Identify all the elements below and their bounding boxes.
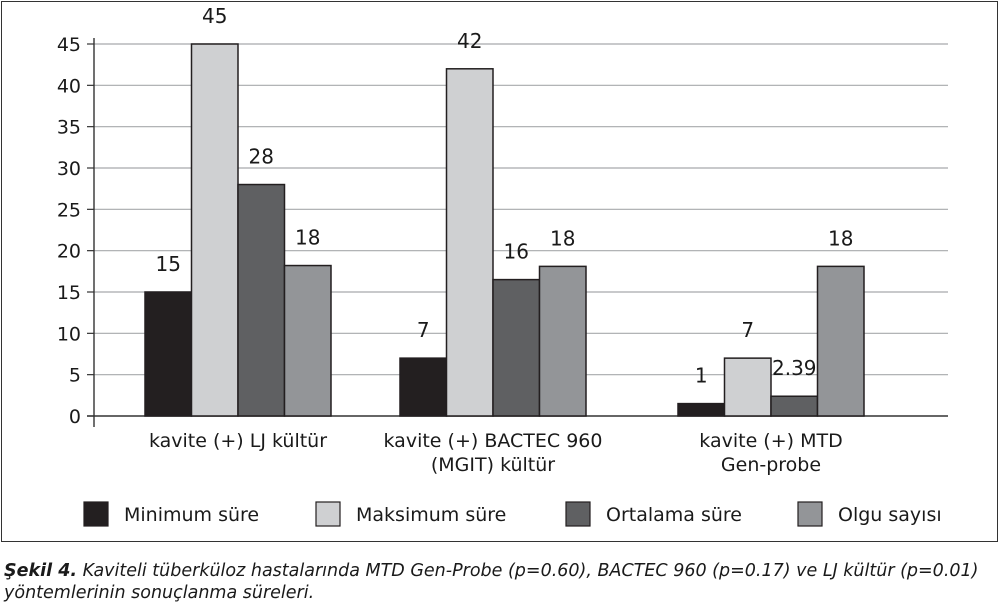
data-label: 16 xyxy=(504,240,529,264)
legend-swatch xyxy=(315,501,341,527)
bar xyxy=(190,43,239,417)
bar xyxy=(237,183,286,417)
bar xyxy=(445,68,494,417)
data-label: 2.39 xyxy=(772,356,817,380)
y-tick-label: 45 xyxy=(57,34,81,56)
legend-swatch xyxy=(83,501,109,527)
category-label: kavite (+) BACTEC 960 xyxy=(384,430,603,452)
data-label: 18 xyxy=(828,226,853,250)
category-label: kavite (+) LJ kültür xyxy=(149,430,327,452)
bar xyxy=(399,357,448,417)
y-tick-label: 30 xyxy=(57,158,81,180)
y-tick-label: 5 xyxy=(69,365,81,387)
category-label: (MGIT) kültür xyxy=(431,454,555,476)
bar xyxy=(538,265,587,417)
legend-swatch xyxy=(565,501,591,527)
legend-swatch xyxy=(797,501,823,527)
y-tick-label: 20 xyxy=(57,241,81,263)
legend-label: Olgu sayısı xyxy=(838,504,942,526)
category-label: kavite (+) MTD xyxy=(699,430,842,452)
caption-text: Kaviteli tüberküloz hastalarında MTD Gen… xyxy=(4,561,979,603)
caption-lead: Şekil 4. xyxy=(4,561,78,581)
legend-label: Maksimum süre xyxy=(356,504,506,526)
data-label: 28 xyxy=(249,145,274,169)
y-tick-label: 25 xyxy=(57,199,81,221)
bar xyxy=(723,357,772,417)
data-label: 7 xyxy=(741,318,754,342)
y-tick-label: 35 xyxy=(57,117,81,139)
data-label: 7 xyxy=(417,318,430,342)
y-tick-label: 15 xyxy=(57,282,81,304)
data-label: 18 xyxy=(295,226,320,250)
data-label: 45 xyxy=(202,4,227,28)
bar-chart: 0 5 10 15 20 25 30 35 40 45 kavite (+) LJ kültür ka… xyxy=(57,4,948,527)
figure-caption: Şekil 4. Kaviteli tüberküloz hastalarınd… xyxy=(4,560,998,604)
bar xyxy=(144,291,193,417)
legend-label: Ortalama süre xyxy=(606,504,742,526)
bar xyxy=(492,278,541,417)
bar xyxy=(283,264,332,417)
bar xyxy=(677,402,726,417)
bar xyxy=(770,395,819,417)
y-tick-label: 10 xyxy=(57,323,81,345)
y-tick-label: 0 xyxy=(69,406,81,428)
legend-label: Minimum süre xyxy=(124,504,259,526)
data-label: 18 xyxy=(550,226,575,250)
figure-frame xyxy=(1,1,998,542)
category-label: Gen-probe xyxy=(721,454,821,476)
data-label: 15 xyxy=(156,252,181,276)
bar xyxy=(816,265,865,417)
data-label: 1 xyxy=(695,364,708,388)
data-label: 42 xyxy=(457,29,482,53)
y-tick-label: 40 xyxy=(57,75,81,97)
